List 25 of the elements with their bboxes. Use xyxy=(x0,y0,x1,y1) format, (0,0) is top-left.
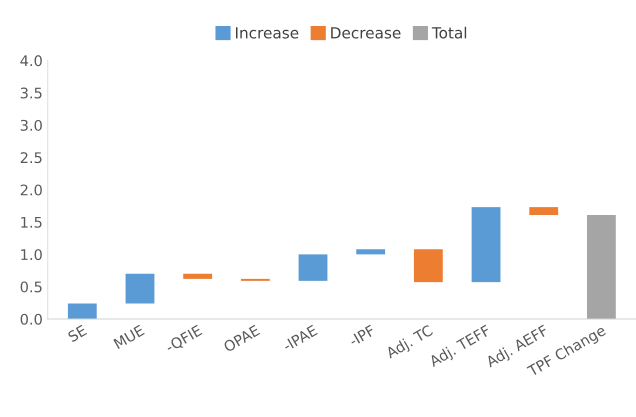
y-tick-label: 3.0 xyxy=(20,120,42,131)
bar xyxy=(472,207,500,282)
x-tick-label: SE xyxy=(67,324,88,342)
y-tick-label: 0.0 xyxy=(20,314,42,325)
legend-label: Decrease xyxy=(331,27,400,39)
bar xyxy=(183,274,212,279)
x-tick-label: -IPAE xyxy=(282,324,318,352)
y-tick-label: 0.5 xyxy=(20,281,42,292)
y-tick-label: 3.5 xyxy=(20,88,42,99)
y-tick-label: 4.0 xyxy=(20,55,42,66)
bar xyxy=(529,207,558,215)
bar xyxy=(356,249,386,254)
x-tick-label: MUE xyxy=(113,324,145,350)
bar xyxy=(586,214,616,320)
legend-label: Total xyxy=(432,26,466,39)
bar xyxy=(298,254,328,281)
y-tick-label: 2.5 xyxy=(20,152,42,164)
x-tick-label: -IPF xyxy=(348,324,376,346)
bar xyxy=(68,303,97,320)
bar xyxy=(126,274,154,304)
bar xyxy=(414,249,443,282)
y-tick-label: 1.0 xyxy=(21,249,42,260)
y-tick-label: 1.5 xyxy=(21,216,42,228)
y-tick-label: 2.0 xyxy=(20,184,42,196)
legend-label: Increase xyxy=(236,27,298,39)
